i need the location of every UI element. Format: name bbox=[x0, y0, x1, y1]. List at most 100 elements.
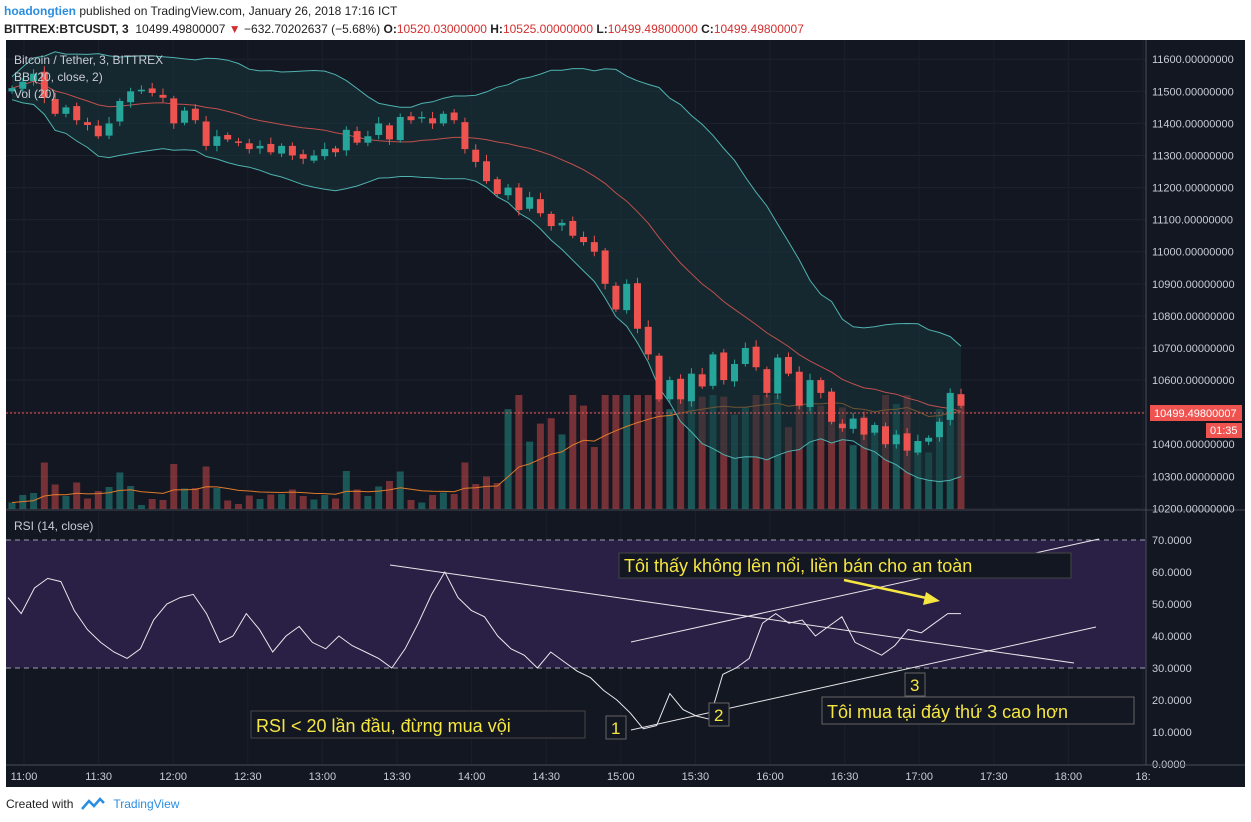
open-value: 10520.03000000 bbox=[396, 22, 487, 36]
buy-note: Tôi mua tại đáy thứ 3 cao hơn bbox=[827, 702, 1068, 722]
candle-body bbox=[817, 380, 825, 393]
rsi-tick-label: 40.0000 bbox=[1152, 631, 1192, 643]
last-price-tag-label: 10499.49800007 bbox=[1154, 408, 1237, 420]
candle-body bbox=[935, 421, 943, 438]
candle-body bbox=[429, 118, 437, 124]
volume-bar bbox=[849, 445, 857, 510]
candle-body bbox=[590, 242, 598, 252]
bollinger-basis bbox=[11, 80, 962, 412]
publish-line: hoadongtien published on TradingView.com… bbox=[4, 4, 397, 18]
volume-bar bbox=[644, 395, 652, 510]
candle-body bbox=[213, 136, 221, 146]
candle-body bbox=[461, 122, 469, 150]
volume-bar bbox=[709, 395, 717, 510]
candle-body bbox=[364, 136, 372, 143]
candle-body bbox=[925, 437, 933, 442]
candle-body bbox=[720, 352, 728, 381]
price-tick-label: 11400.00000000 bbox=[1152, 118, 1234, 130]
candle-body bbox=[828, 391, 836, 422]
time-tick-label: 16:30 bbox=[831, 771, 859, 783]
volume-bar bbox=[784, 427, 792, 510]
volume-bar bbox=[439, 492, 447, 510]
volume-bar bbox=[526, 441, 534, 510]
candle-body bbox=[8, 88, 16, 92]
candle-body bbox=[644, 326, 652, 355]
candle-body bbox=[558, 222, 566, 226]
time-axis[interactable]: 11:00 11:30 12:00 12:30 13:00 13:30 14:00 14:30… bbox=[11, 771, 1151, 783]
candle-body bbox=[105, 123, 113, 136]
volume-bar bbox=[569, 395, 577, 510]
candle-body bbox=[860, 417, 868, 435]
volume-bar bbox=[601, 395, 609, 510]
candle-body bbox=[946, 392, 954, 420]
candle-body bbox=[806, 380, 814, 408]
volume-bar bbox=[30, 493, 38, 510]
volume-bar bbox=[795, 395, 803, 510]
candle-body bbox=[30, 73, 38, 82]
rsi-tick-label: 70.0000 bbox=[1152, 535, 1192, 547]
price-tick-label: 11100.00000000 bbox=[1152, 215, 1233, 227]
label-2: 2 bbox=[714, 706, 723, 725]
close-value: 10499.49800007 bbox=[713, 22, 804, 36]
published-text: published on TradingView.com, January 26… bbox=[79, 4, 398, 18]
candle-body bbox=[137, 89, 145, 92]
time-tick-label: 16:00 bbox=[756, 771, 784, 783]
legend-bb: BB (20, close, 2) bbox=[14, 70, 103, 84]
chart-canvas[interactable]: Bitcoin / Tether, 3, BITTREX BB (20, clo… bbox=[6, 40, 1245, 787]
candle-body bbox=[224, 134, 232, 140]
volume-bar bbox=[332, 498, 340, 510]
candle-body bbox=[278, 145, 286, 154]
legend-vol: Vol (20) bbox=[14, 87, 55, 101]
candle-body bbox=[515, 187, 523, 211]
candle-body bbox=[418, 116, 426, 119]
tradingview-logo-icon bbox=[81, 797, 106, 810]
volume-bar bbox=[73, 482, 81, 510]
candle-body bbox=[51, 99, 59, 114]
candle-body bbox=[299, 154, 307, 159]
candle-body bbox=[623, 283, 631, 311]
volume-bar bbox=[450, 494, 458, 510]
tradingview-brand-link[interactable]: TradingView bbox=[113, 797, 180, 811]
volume-bar bbox=[731, 414, 739, 510]
sell-note-box bbox=[618, 552, 1072, 579]
volume-bar bbox=[375, 486, 383, 510]
volume-bar bbox=[385, 481, 393, 510]
candle-body bbox=[882, 426, 890, 445]
bar-timer: 01:35 bbox=[1210, 425, 1238, 437]
volume-bar bbox=[62, 496, 70, 510]
legend-title: Bitcoin / Tether, 3, BITTREX bbox=[14, 53, 163, 67]
candle-body bbox=[439, 113, 447, 124]
rsi-note: RSI < 20 lần đầu, đừng mua vội bbox=[256, 716, 511, 736]
candle-body bbox=[256, 145, 264, 149]
candle-body bbox=[957, 394, 965, 406]
volume-bar bbox=[558, 434, 566, 510]
rsi-note-box bbox=[250, 710, 586, 739]
candle-body bbox=[892, 434, 900, 445]
candle-body bbox=[871, 424, 879, 433]
price-tick-label: 11200.00000000 bbox=[1152, 183, 1234, 195]
candle-body bbox=[838, 423, 846, 429]
time-tick-label: 14:00 bbox=[458, 771, 486, 783]
rsi-axis[interactable]: 70.0000 60.0000 50.0000 40.0000 30.0000 20.00… bbox=[1152, 535, 1192, 771]
volume-bar bbox=[655, 395, 663, 510]
price-tick-label: 10700.00000000 bbox=[1152, 343, 1235, 355]
time-tick-label: 17:30 bbox=[980, 771, 1008, 783]
time-tick-label: 13:30 bbox=[383, 771, 411, 783]
candle-body bbox=[407, 116, 415, 121]
volume-bar bbox=[515, 395, 523, 510]
volume-bar bbox=[623, 395, 631, 510]
price-axis[interactable]: 11600.00000000 11500.00000000 11400.000000… bbox=[1152, 54, 1235, 515]
volume-bar bbox=[547, 418, 555, 510]
last-price: 10499.49800007 bbox=[135, 22, 226, 36]
price-tick-label: 11000.00000000 bbox=[1152, 247, 1234, 259]
volume-bar bbox=[483, 476, 490, 510]
candle-body bbox=[94, 125, 102, 137]
volume-bar bbox=[472, 484, 480, 510]
candle-body bbox=[83, 122, 91, 126]
volume-bar bbox=[871, 430, 879, 510]
high-value: 10525.00000000 bbox=[502, 22, 594, 36]
descending-trendline bbox=[389, 564, 1075, 664]
bar-timer-tag bbox=[1206, 423, 1242, 438]
candle-body bbox=[62, 107, 70, 114]
author-link[interactable]: hoadongtien bbox=[4, 4, 76, 18]
